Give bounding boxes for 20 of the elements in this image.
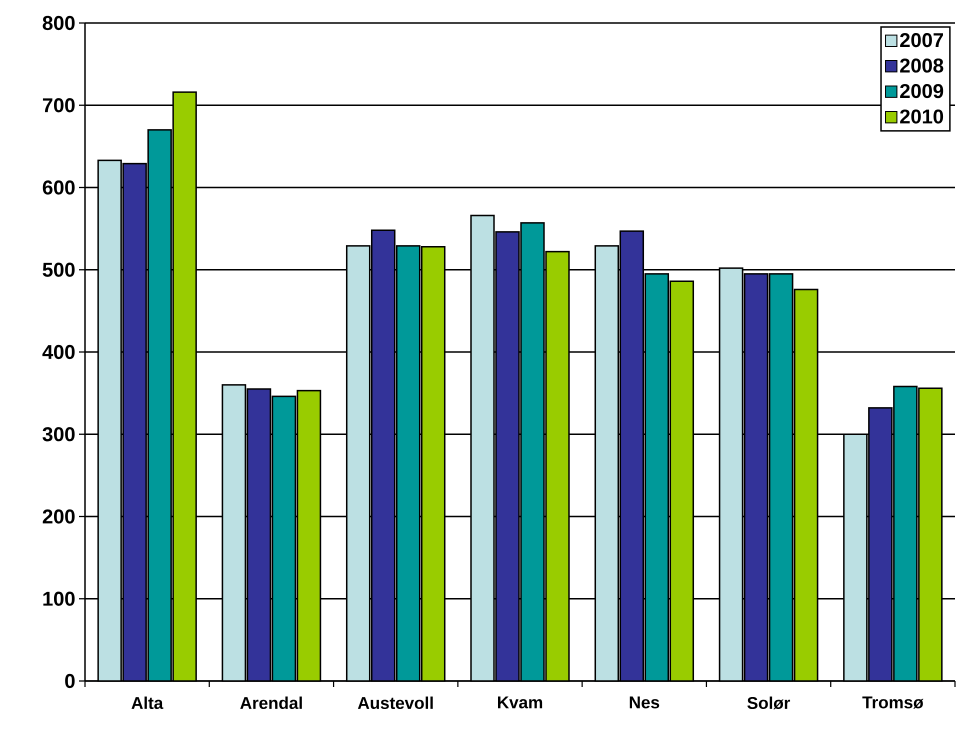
legend-label: 2008 bbox=[900, 58, 944, 73]
x-tick-label: Kvam bbox=[498, 696, 542, 708]
x-tick-label: Alta bbox=[132, 696, 164, 710]
x-tick-label: Nes bbox=[630, 696, 660, 708]
x-tick-label: Solør bbox=[747, 696, 790, 710]
x-tick-label: Tromsø bbox=[862, 696, 924, 709]
y-tick-label: 600 bbox=[42, 180, 75, 195]
y-tick-label: 800 bbox=[42, 16, 75, 30]
y-tick-label: 100 bbox=[43, 592, 75, 606]
y-tick-label: 700 bbox=[42, 98, 75, 112]
x-tick-label: Austevoll bbox=[358, 696, 433, 710]
legend-label: 2010 bbox=[900, 109, 944, 124]
y-tick-label: 0 bbox=[65, 674, 75, 688]
x-tick-label: Arendal bbox=[240, 696, 302, 710]
y-tick-label: 200 bbox=[42, 509, 75, 524]
y-tick-label: 500 bbox=[42, 262, 75, 277]
y-tick-label: 300 bbox=[42, 427, 75, 442]
y-tick-label: 400 bbox=[42, 344, 75, 360]
legend-label: 2007 bbox=[900, 33, 944, 48]
legend-label: 2009 bbox=[900, 84, 944, 98]
